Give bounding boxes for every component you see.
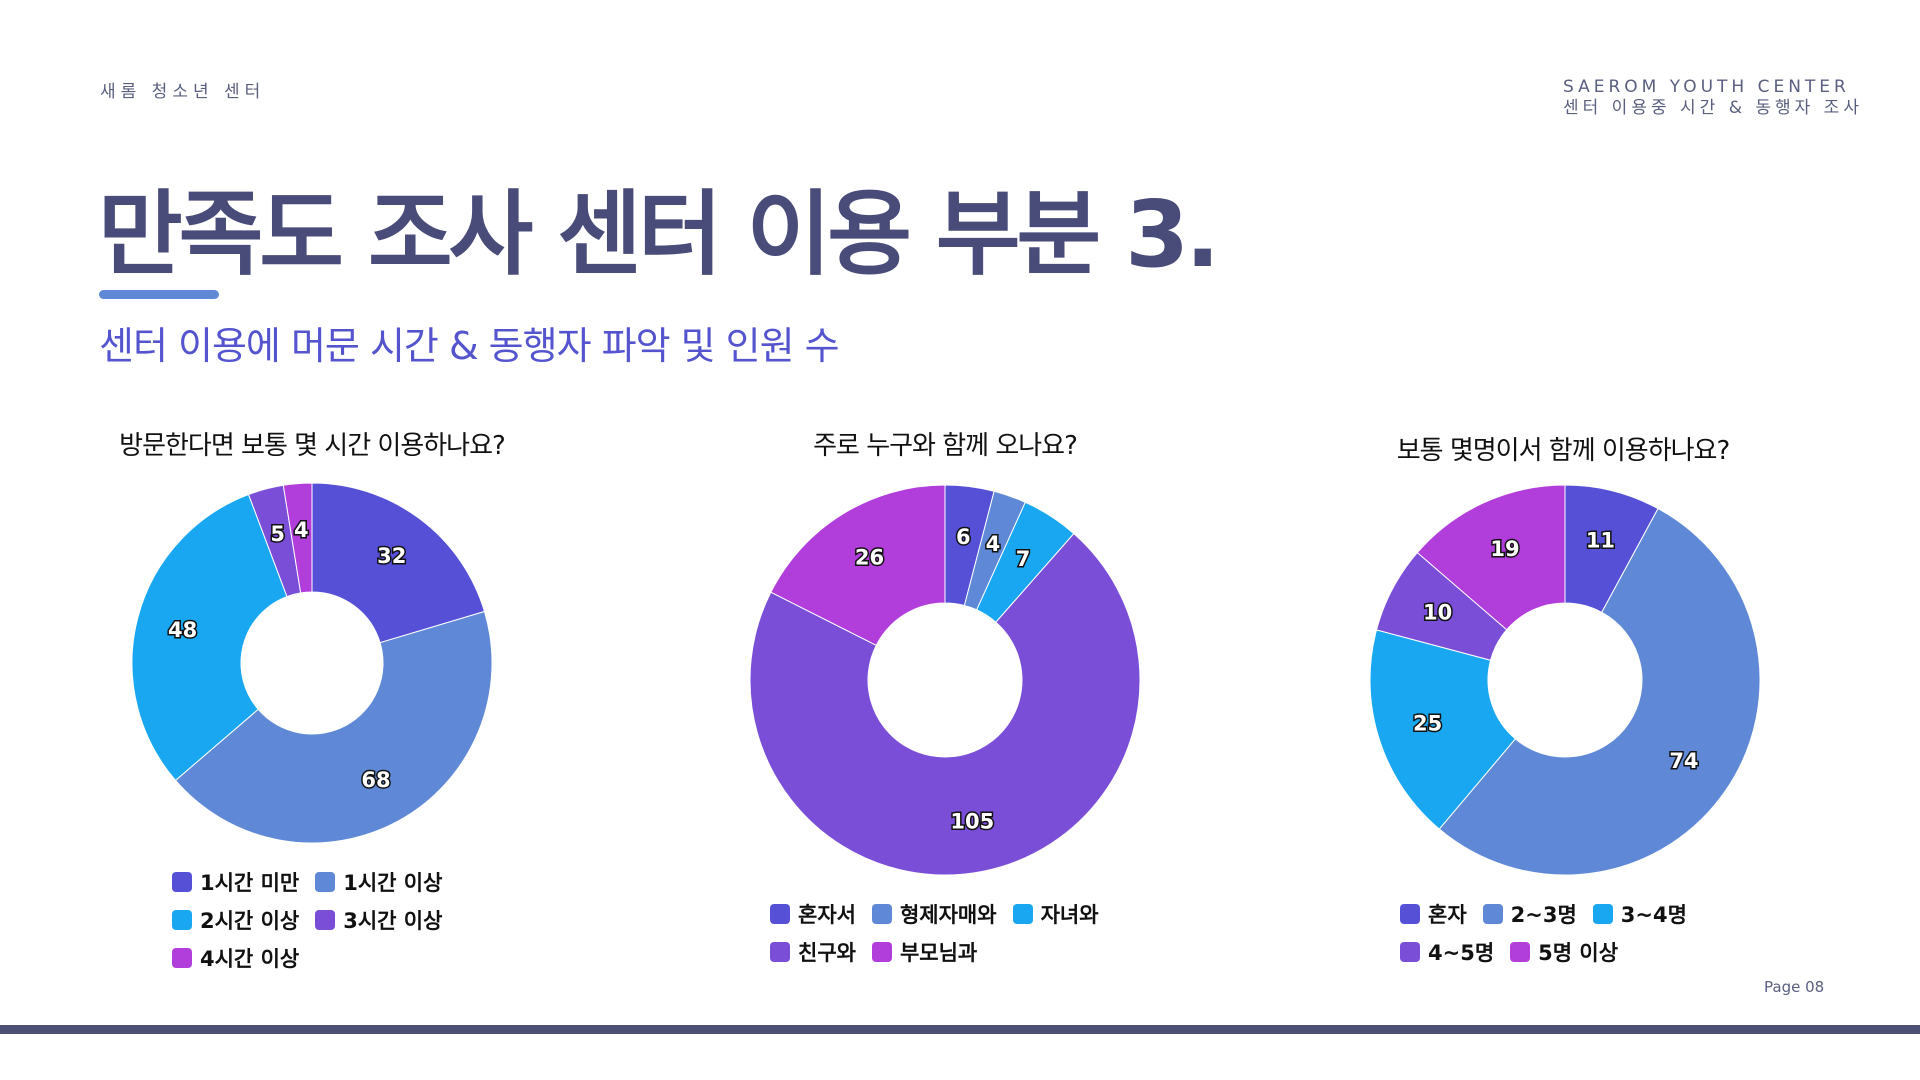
chart-3-data-label-4: 10: [1423, 601, 1452, 625]
chart-1-legend-label: 4시간 이상: [200, 947, 300, 971]
chart-1-legend-swatch: [172, 910, 192, 930]
chart-1-title: 방문한다면 보통 몇 시간 이용하나요?: [119, 431, 506, 461]
chart-3-legend-swatch: [1400, 942, 1420, 962]
chart-3-legend-label: 3~4명: [1620, 903, 1687, 927]
chart-2-legend-swatch: [871, 904, 892, 924]
chart-3-legend-item: 2~3명: [1482, 899, 1577, 929]
chart-2-legend-swatch: [770, 904, 790, 924]
chart-1-legend-item: 1시간 미만: [172, 867, 299, 897]
chart-2-slice-5: [770, 484, 946, 647]
chart-3-data-label-3: 25: [1413, 711, 1442, 735]
chart-2-data-label-5: 26: [855, 545, 884, 569]
chart-2-legend-swatch: [871, 942, 892, 962]
chart-3-legend-label: 2~3명: [1510, 903, 1577, 927]
chart-2-legend-label: 자녀와: [1040, 903, 1099, 927]
chart-1-data-label-1: 32: [377, 544, 406, 568]
chart-3-legend-item: 3~4명: [1592, 899, 1687, 929]
chart-2-slice-4: [749, 532, 1141, 876]
chart-1-slice-2: [174, 610, 493, 844]
chart-1-legend: 1시간 미만 1시간 이상 2시간 이상 3시간 이상 4시간 이상: [172, 867, 472, 973]
chart-3-slice-5: [1416, 484, 1566, 631]
chart-1-legend-item: 3시간 이상: [315, 905, 442, 935]
chart-2-legend-item: 혼자서: [770, 899, 856, 929]
chart-3-data-label-2: 74: [1669, 749, 1698, 773]
chart-1-slice-1: [311, 482, 486, 644]
chart-3-legend-item: 5명 이상: [1510, 937, 1618, 967]
chart-1-legend-item: 1시간 이상: [315, 867, 442, 897]
chart-1-slice-3: [131, 493, 288, 782]
chart-3-data-label-5: 19: [1490, 537, 1519, 561]
chart-3-legend-label: 5명 이상: [1538, 941, 1619, 965]
bottom-rule: [0, 1025, 1920, 1034]
page-title: 만족도 조사 센터 이용 부분 3.: [98, 181, 1220, 288]
chart-3-legend: 혼자 2~3명 3~4명 4~5명 5명 이상: [1400, 899, 1760, 967]
org-name: 새롬 청소년 센터: [100, 82, 266, 102]
chart-2-donut: 6 47 105 26: [749, 484, 1141, 876]
chart-1-legend-swatch: [315, 910, 336, 930]
chart-2-data-label-3: 7: [1016, 547, 1031, 571]
org-name-en: SAEROM YOUTH CENTER: [1563, 77, 1850, 97]
doc-subtitle: 센터 이용중 시간 & 동행자 조사: [1563, 98, 1863, 118]
chart-3-legend-swatch: [1482, 904, 1503, 924]
chart-2-legend-item: 형제자매와: [871, 899, 997, 929]
chart-1-legend-item: 2시간 이상: [172, 905, 299, 935]
chart-2-legend-label: 형제자매와: [899, 903, 997, 927]
chart-2-data-label-1: 6: [956, 525, 971, 549]
chart-2-legend-label: 부모님과: [899, 941, 978, 965]
chart-1-data-label-3: 48: [168, 618, 197, 642]
chart-1-legend-swatch: [172, 948, 192, 968]
chart-3-legend-label: 혼자: [1428, 903, 1467, 927]
chart-2-legend-item: 친구와: [770, 937, 856, 967]
chart-2-data-label-2: 4: [986, 532, 1001, 556]
chart-3-legend-item: 4~5명: [1400, 937, 1494, 967]
page-number: Page 08: [1764, 978, 1825, 996]
chart-1-legend-item: 4시간 이상: [172, 943, 299, 973]
chart-2-legend-label: 친구와: [798, 941, 856, 965]
chart-1-data-label-5: 4: [294, 518, 309, 542]
chart-2-legend-item: 부모님과: [871, 937, 978, 967]
chart-1-donut: 32 68 48 5 4: [131, 482, 493, 844]
chart-1-legend-label: 2시간 이상: [200, 909, 300, 933]
page-subtitle: 센터 이용에 머문 시간 & 동행자 파악 및 인원 수: [99, 324, 840, 368]
chart-2-legend-label: 혼자서: [798, 903, 856, 927]
chart-3-donut: 11 74 25 10 19: [1369, 484, 1761, 876]
chart-2-legend-swatch: [1012, 904, 1033, 924]
chart-3-data-label-1: 11: [1586, 528, 1615, 552]
header-right: SAEROM YOUTH CENTER 센터 이용중 시간 & 동행자 조사: [1563, 77, 1893, 119]
chart-3-title: 보통 몇명이서 함께 이용하나요?: [1396, 436, 1731, 466]
chart-3-slice-3: [1369, 629, 1517, 830]
chart-3-slice-2: [1438, 507, 1761, 876]
chart-3-legend-swatch: [1400, 904, 1420, 924]
chart-2-legend-item: 자녀와: [1012, 899, 1099, 929]
chart-1-legend-swatch: [315, 872, 336, 892]
chart-1-slice-5: [282, 482, 313, 594]
chart-2-legend-swatch: [770, 942, 790, 962]
chart-1-legend-swatch: [172, 872, 192, 892]
chart-3-legend-label: 4~5명: [1428, 941, 1495, 965]
chart-1-data-label-4: 5: [270, 522, 285, 546]
chart-1-legend-label: 3시간 이상: [343, 909, 443, 933]
title-accent-bar: [99, 290, 219, 299]
chart-3-legend-swatch: [1510, 942, 1531, 962]
chart-1-data-label-2: 68: [361, 768, 390, 792]
chart-1-legend-label: 1시간 미만: [200, 871, 300, 895]
chart-3-legend-item: 혼자: [1400, 899, 1467, 929]
chart-2-data-label-4: 105: [950, 809, 994, 833]
chart-3-legend-swatch: [1592, 904, 1613, 924]
chart-1-legend-label: 1시간 이상: [343, 871, 443, 895]
chart-2-title: 주로 누구와 함께 오나요?: [813, 431, 1078, 461]
